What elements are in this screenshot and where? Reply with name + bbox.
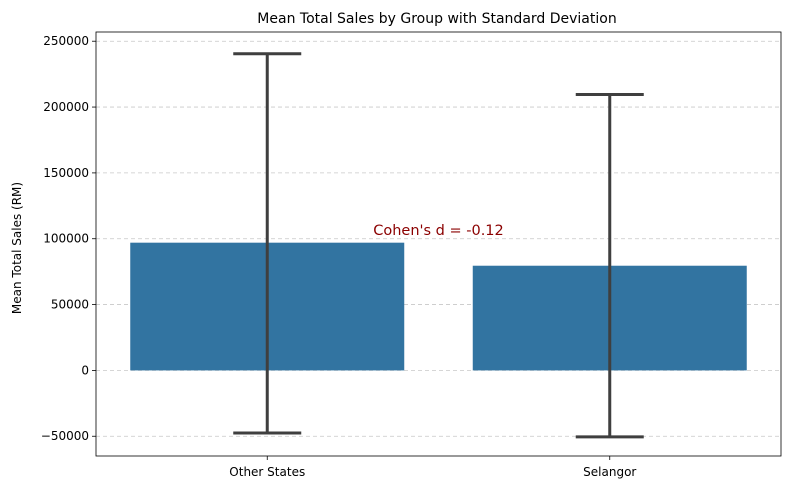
tick-labels: −50000 0 50000 100000 150000 200000 250000 Othe…: [41, 34, 637, 479]
y-tick-label-1: 0: [81, 363, 89, 377]
y-tick-label-6: 250000: [43, 34, 89, 48]
cohens-d-annotation: Cohen's d = -0.12: [373, 223, 504, 239]
y-tick-label-0: −50000: [41, 429, 89, 443]
x-tick-label-1: Selangor: [583, 465, 636, 479]
y-tick-label-4: 150000: [43, 166, 89, 180]
y-tick-label-2: 50000: [51, 298, 89, 312]
y-tick-label-3: 100000: [43, 232, 89, 246]
axes: [95, 31, 782, 457]
error-bars: [233, 52, 644, 439]
bars: [130, 242, 747, 371]
x-tick-label-0: Other States: [229, 465, 305, 479]
chart-title: Mean Total Sales by Group with Standard …: [257, 11, 616, 27]
y-tick-label-5: 200000: [43, 100, 89, 114]
plot-frame: [95, 31, 782, 457]
y-axis-label: Mean Total Sales (RM): [10, 182, 24, 314]
